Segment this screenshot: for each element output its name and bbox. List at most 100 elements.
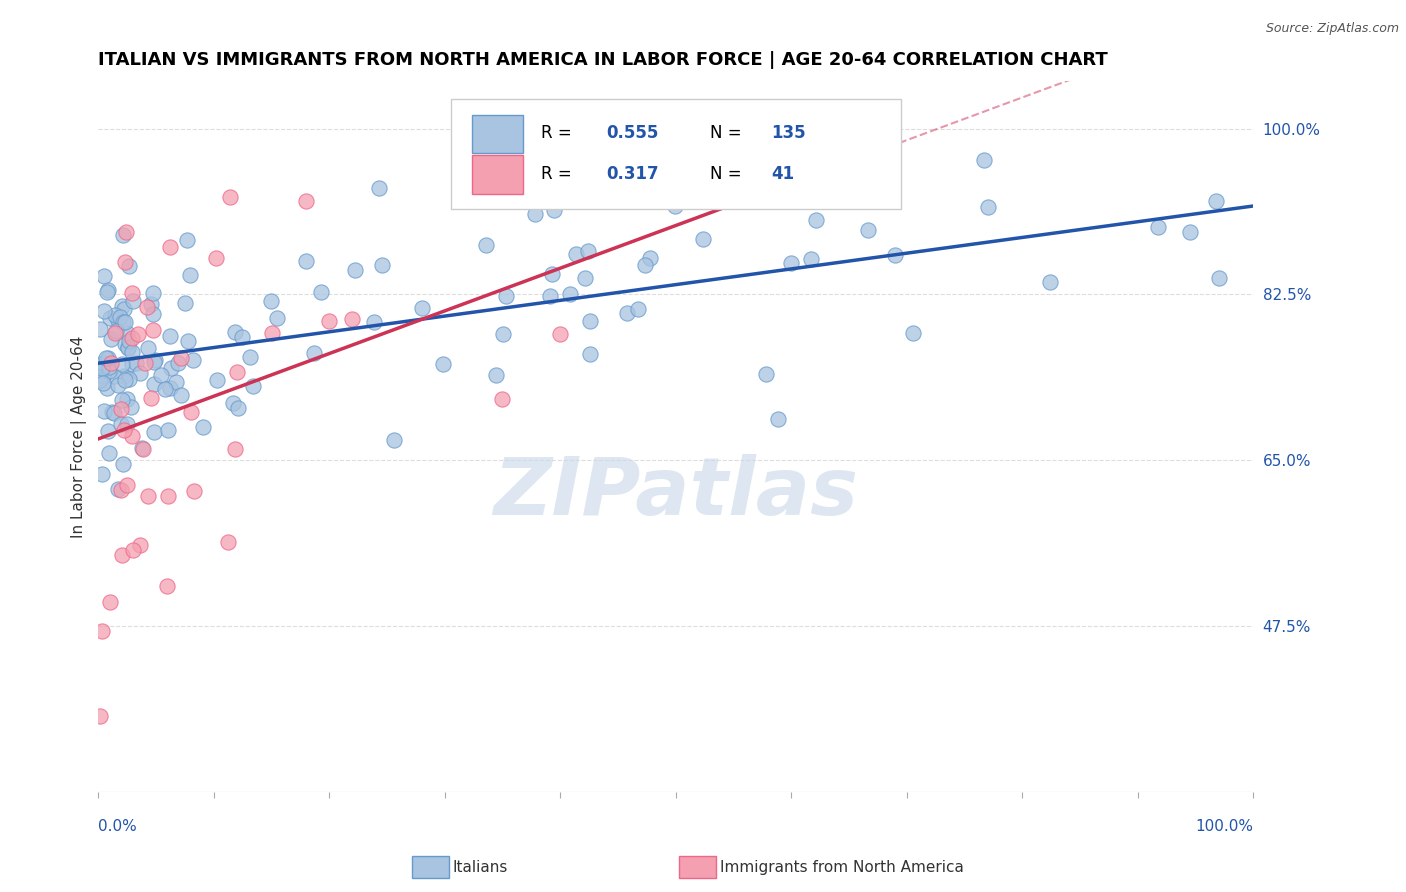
Point [142,307,165,321]
Point [132,442,155,456]
Point [766,412,789,426]
Point [492,326,515,341]
Text: 135: 135 [772,124,806,142]
Point [122,543,145,558]
Point [97,424,120,438]
Point [117,326,139,341]
Point [343,263,366,277]
Point [110,417,132,431]
Point [100,356,122,370]
Point [977,200,1000,214]
Point [121,331,143,345]
Point [548,327,571,342]
Point [108,310,131,325]
Point [117,341,139,355]
Point [111,457,134,471]
Point [160,360,183,375]
Text: R =: R = [540,165,571,183]
Point [112,302,135,317]
Point [97,284,120,298]
Point [207,373,229,387]
Point [174,296,197,310]
Point [692,232,714,246]
Text: 0.0%: 0.0% [98,819,138,834]
Point [538,289,561,303]
Point [382,433,405,447]
Point [664,199,686,213]
Point [224,442,246,456]
Point [98,360,121,375]
Point [176,334,198,349]
FancyBboxPatch shape [450,99,901,210]
Text: 100.0%: 100.0% [1195,819,1253,834]
Point [117,340,139,354]
Point [576,244,599,258]
Point [524,207,547,221]
Point [115,417,138,431]
Point [111,548,134,562]
Point [118,334,141,348]
Point [309,285,332,299]
Point [224,325,246,339]
Point [183,483,205,498]
Point [93,369,115,384]
Point [121,293,143,308]
Point [170,388,193,402]
Point [121,429,143,443]
Point [91,467,114,481]
Point [112,227,135,242]
Point [1039,275,1062,289]
Point [543,202,565,217]
Point [91,356,114,370]
Point [139,392,162,406]
Point [218,190,240,204]
Point [166,356,188,370]
Point [93,404,115,418]
Point [114,255,136,269]
Point [142,285,165,300]
Point [242,378,264,392]
Point [159,239,181,253]
Point [93,304,115,318]
Point [145,352,167,367]
Text: Source: ZipAtlas.com: Source: ZipAtlas.com [1265,22,1399,36]
Point [111,314,134,328]
Point [104,308,127,322]
Point [121,344,143,359]
Point [110,483,132,497]
Point [89,322,111,336]
Point [111,357,134,371]
Point [179,268,201,282]
Point [495,289,517,303]
Point [180,405,202,419]
Text: R =: R = [540,124,571,142]
Point [89,373,111,387]
Point [142,322,165,336]
Point [97,351,120,365]
Point [121,357,143,371]
Point [142,355,165,369]
Point [901,326,924,340]
Point [112,423,135,437]
Point [127,327,149,342]
Point [579,347,602,361]
Point [491,392,513,406]
Point [205,251,228,265]
Point [103,406,125,420]
Point [155,382,177,396]
Point [129,367,152,381]
Point [176,233,198,247]
Point [98,446,121,460]
Point [260,326,283,340]
Point [115,477,138,491]
Point [165,375,187,389]
Point [129,538,152,552]
Point [107,312,129,326]
Point [411,301,433,315]
Point [91,376,114,391]
Point [574,270,596,285]
Point [131,441,153,455]
Point [91,363,114,377]
Point [225,366,247,380]
Point [616,306,638,320]
